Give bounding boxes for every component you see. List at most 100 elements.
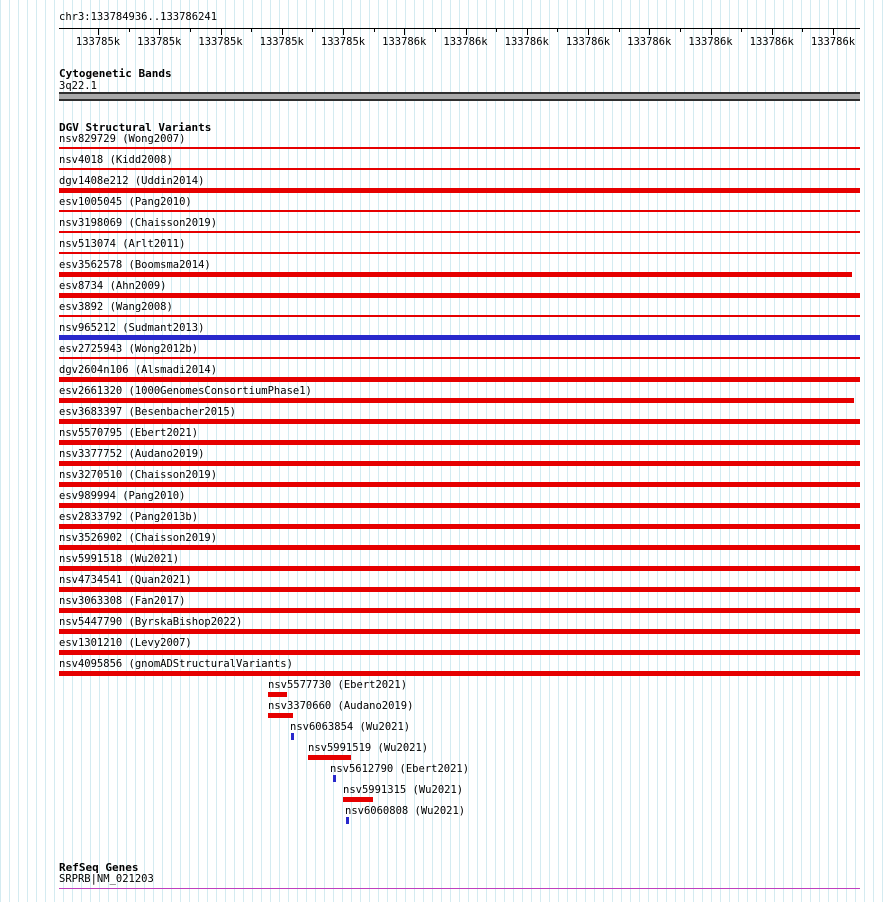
ruler-tick <box>771 28 773 35</box>
gene-name-label[interactable]: SRPRB|NM_021203 <box>59 873 154 885</box>
variant-label[interactable]: nsv6060808 (Wu2021) <box>345 805 466 817</box>
variant-label[interactable]: nsv3377752 (Audano2019) <box>59 448 205 460</box>
variant-bar[interactable] <box>333 775 336 782</box>
variant-label[interactable]: nsv5991518 (Wu2021) <box>59 553 180 565</box>
cytobands-section-title: Cytogenetic Bands <box>59 67 172 80</box>
ruler-tick <box>159 28 161 35</box>
variant-label[interactable]: nsv5447790 (ByrskaBishop2022) <box>59 616 243 628</box>
variant-bar[interactable] <box>59 315 860 317</box>
ruler-tick-label: 133785k <box>137 36 182 48</box>
variant-label[interactable]: dgv1408e212 (Uddin2014) <box>59 175 205 187</box>
variant-label[interactable]: nsv513074 (Arlt2011) <box>59 238 186 250</box>
variant-label[interactable]: nsv5570795 (Ebert2021) <box>59 427 199 439</box>
variant-label[interactable]: nsv965212 (Sudmant2013) <box>59 322 205 334</box>
variant-label[interactable]: nsv829729 (Wong2007) <box>59 133 186 145</box>
variant-bar[interactable] <box>59 293 860 298</box>
variant-label[interactable]: esv3562578 (Boomsma2014) <box>59 259 211 271</box>
variant-bar[interactable] <box>59 461 860 466</box>
ruler-tick-label: 133785k <box>198 36 243 48</box>
variant-label[interactable]: nsv4734541 (Quan2021) <box>59 574 192 586</box>
variant-label[interactable]: esv3683397 (Besenbacher2015) <box>59 406 237 418</box>
ruler-minor-tick <box>312 28 314 32</box>
variant-bar[interactable] <box>59 629 860 634</box>
variant-bar[interactable] <box>59 210 860 212</box>
ruler-tick-label: 133785k <box>320 36 366 48</box>
ruler-minor-tick <box>741 28 743 32</box>
variant-bar[interactable] <box>268 692 287 697</box>
variant-label[interactable]: nsv3063308 (Fan2017) <box>59 595 186 607</box>
variant-bar[interactable] <box>59 272 852 277</box>
variant-bar[interactable] <box>59 503 860 508</box>
ruler-tick-label: 133786k <box>749 36 794 48</box>
ruler-minor-tick <box>128 28 130 32</box>
variant-bar[interactable] <box>59 671 860 676</box>
variant-label[interactable]: nsv5991315 (Wu2021) <box>343 784 464 796</box>
ruler-tick-label: 133786k <box>382 36 427 48</box>
region-coordinates: chr3:133784936..133786241 <box>59 11 218 23</box>
variant-bar[interactable] <box>59 419 860 424</box>
variant-label[interactable]: esv2661320 (1000GenomesConsortiumPhase1) <box>59 385 312 397</box>
variant-label[interactable]: esv8734 (Ahn2009) <box>59 280 167 292</box>
variant-label[interactable]: nsv5577730 (Ebert2021) <box>268 679 408 691</box>
variant-label[interactable]: esv1005045 (Pang2010) <box>59 196 192 208</box>
variant-bar[interactable] <box>59 524 860 529</box>
variant-label[interactable]: nsv3198069 (Chaisson2019) <box>59 217 218 229</box>
refseq-section-title: RefSeq Genes <box>59 861 139 874</box>
variant-bar[interactable] <box>59 147 860 149</box>
variant-label[interactable]: nsv4018 (Kidd2008) <box>59 154 173 166</box>
ruler-tick-label: 133786k <box>627 36 672 48</box>
variant-label[interactable]: dgv2604n106 (Alsmadi2014) <box>59 364 218 376</box>
variant-label[interactable]: esv989994 (Pang2010) <box>59 490 186 502</box>
ruler-minor-tick <box>802 28 804 32</box>
variant-bar[interactable] <box>59 482 860 487</box>
variant-bar[interactable] <box>59 545 860 550</box>
cytoband-bar <box>59 92 860 101</box>
variant-bar[interactable] <box>59 377 860 382</box>
variant-bar[interactable] <box>59 231 860 233</box>
ruler-tick <box>710 28 712 35</box>
ruler-minor-tick <box>251 28 253 32</box>
ruler-tick <box>343 28 344 35</box>
gene-span-line[interactable] <box>59 888 860 889</box>
variant-bar[interactable] <box>59 440 860 445</box>
variant-label[interactable]: nsv5991519 (Wu2021) <box>308 742 429 754</box>
variant-label[interactable]: esv1301210 (Levy2007) <box>59 637 192 649</box>
variant-bar[interactable] <box>291 733 294 740</box>
variant-label[interactable]: esv2725943 (Wong2012b) <box>59 343 199 355</box>
variant-bar[interactable] <box>59 650 860 655</box>
ruler-baseline <box>59 28 860 29</box>
variant-bar[interactable] <box>268 713 293 718</box>
variant-bar[interactable] <box>59 335 860 340</box>
variant-label[interactable]: nsv6063854 (Wu2021) <box>290 721 411 733</box>
variant-bar[interactable] <box>59 168 860 170</box>
variant-label[interactable]: nsv3370660 (Audano2019) <box>268 700 414 712</box>
variant-label[interactable]: nsv3270510 (Chaisson2019) <box>59 469 218 481</box>
variant-bar[interactable] <box>343 797 373 802</box>
variant-bar[interactable] <box>59 608 860 613</box>
variant-bar[interactable] <box>346 817 349 824</box>
variant-label[interactable]: esv2833792 (Pang2013b) <box>59 511 199 523</box>
variant-label[interactable]: nsv5612790 (Ebert2021) <box>330 763 470 775</box>
variant-label[interactable]: esv3892 (Wang2008) <box>59 301 173 313</box>
variant-label[interactable]: nsv4095856 (gnomADStructuralVariants) <box>59 658 293 670</box>
ruler-minor-tick <box>373 28 375 32</box>
variant-bar[interactable] <box>308 755 351 760</box>
ruler-tick <box>98 28 99 35</box>
variant-bar[interactable] <box>59 188 860 193</box>
variant-bar[interactable] <box>59 357 860 359</box>
variant-bar[interactable] <box>59 398 854 403</box>
ruler-tick <box>833 28 834 35</box>
variant-label[interactable]: nsv3526902 (Chaisson2019) <box>59 532 218 544</box>
variant-bar[interactable] <box>59 566 860 571</box>
ruler-tick <box>649 28 651 35</box>
ruler-tick-label: 133786k <box>504 36 549 48</box>
variant-bar[interactable] <box>59 252 860 254</box>
variant-bar[interactable] <box>59 587 860 592</box>
ruler-tick-label: 133786k <box>565 36 611 48</box>
ruler-tick <box>465 28 467 35</box>
ruler-tick-label: 133786k <box>810 36 856 48</box>
ruler-minor-tick <box>557 28 559 32</box>
ruler-minor-tick <box>189 28 191 32</box>
ruler-tick-label: 133785k <box>259 36 304 48</box>
